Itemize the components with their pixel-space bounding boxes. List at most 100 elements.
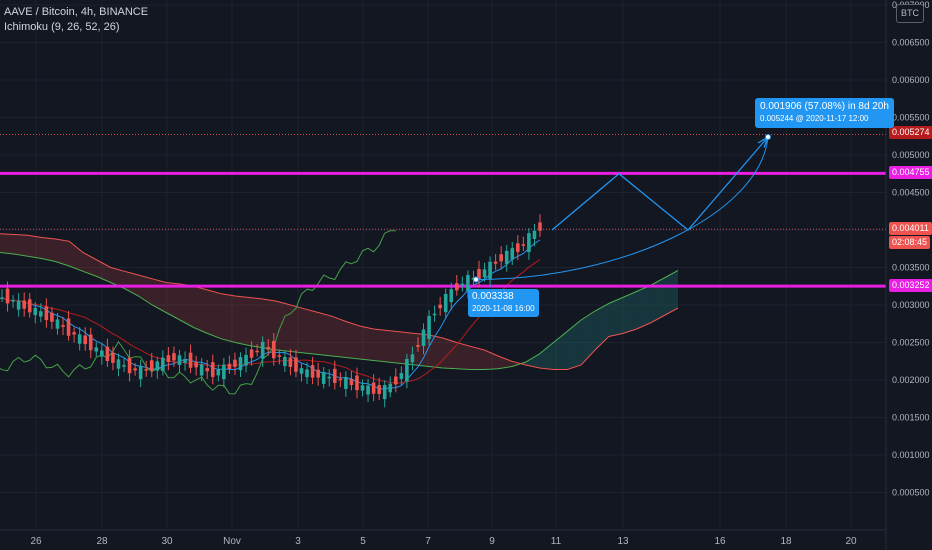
cloud-segment [276,301,291,352]
start-point-label[interactable]: 0.003338 2020-11-08 16:00 [468,289,539,317]
cloud-segment [27,235,42,259]
candle-body [432,313,437,316]
candle-body [72,332,76,335]
candle-body [83,335,87,345]
candle-body [532,230,537,239]
cloud-segment [96,260,111,283]
candle-body [39,311,43,317]
candle-body [399,373,404,379]
candle-body [233,359,237,367]
symbol-title[interactable]: AAVE / Bitcoin, 4h, BINANCE [4,6,149,18]
time-tick-label: 3 [295,536,301,547]
measure-start-point [473,276,479,283]
candle-body [88,334,93,351]
price-tick-label: 0.001500 [892,413,930,423]
candle-body [122,365,126,367]
cloud-segment [470,346,485,370]
price-tick-label: 0.002000 [892,375,930,385]
cloud-segment [373,329,388,362]
candle-body [283,356,287,367]
candle-body [538,222,542,231]
candle-body [499,254,503,262]
candle-body [493,261,498,264]
candle-body [144,369,149,371]
projection-drawings [473,134,771,283]
measure-label[interactable]: 0.001906 (57.08%) in 8d 20h 0.005244 @ 2… [755,98,894,128]
price-tag-5274: 0.005274 [889,126,932,139]
price-tick-label: 0.000500 [892,488,930,498]
candle-body [222,364,226,380]
cloud-segment [0,233,14,254]
time-tick-label: 28 [96,536,108,547]
price-tick-label: 0.005500 [892,113,930,123]
measure-target: 0.005244 @ 2020-11-17 12:00 [760,114,869,123]
time-tick-label: Nov [223,536,241,547]
cloud-segment [55,239,70,266]
time-tick-label: 11 [551,536,562,547]
start-point-value: 0.003338 [472,291,514,302]
time-tick-label: 13 [617,536,629,547]
cloud-segment [428,335,443,368]
time-tick-label: 7 [425,536,431,547]
candle-body [321,372,326,384]
candle-body [55,319,60,329]
candle-body [405,359,409,382]
candle-body [216,369,221,376]
candle-body [427,316,431,340]
countdown-tag: 02:08:45 [889,236,931,249]
candle-body [310,365,315,378]
candle-body [288,357,293,367]
candle-body [94,347,99,352]
candle-body [44,306,49,321]
candle-body [477,269,481,280]
cloud-segment [152,278,167,313]
candle-body [449,289,454,303]
candle-body [205,368,210,372]
cloud-segment [207,290,222,339]
cloud-segment [415,333,429,367]
candle-body [161,357,165,371]
candle-body [455,283,459,291]
cloud-segment [110,267,125,289]
candle-body [516,243,520,252]
candle-body [172,353,176,361]
start-point-date: 2020-11-08 16:00 [472,304,535,313]
candle-body [294,357,298,372]
candle-body [210,362,215,377]
projection-path [551,136,769,231]
candle-body [377,385,381,394]
horizontal-levels [0,134,886,288]
candle-body [183,359,187,363]
candle-body [111,352,115,363]
candle-body [371,382,376,394]
cloud-segment [594,303,609,350]
cloud-segment [664,270,678,316]
candle-body [443,293,448,313]
time-tick-label: 18 [780,536,792,547]
kijun-line [1,259,541,384]
cloud-segment [249,297,263,348]
cloud-segment [525,353,540,368]
cloud-segment [332,316,346,358]
candle-body [238,357,243,371]
candle-body [466,275,470,292]
cloud-segment [608,297,623,337]
candle-body [149,360,154,371]
time-axis: 26 28 30 Nov 3 5 7 9 11 13 16 18 20 [0,529,886,547]
price-tick-label: 0.005000 [892,150,930,160]
candle-body [22,300,26,309]
indicator-title[interactable]: Ichimoku (9, 26, 52, 26) [4,21,120,33]
candle-body [61,325,65,327]
cloud-segment [318,312,333,356]
currency-badge[interactable]: BTC [896,4,924,23]
candle-body [277,355,282,357]
cloud-segment [41,237,56,262]
price-tick-label: 0.006000 [892,75,930,85]
cloud-segment [581,311,595,365]
candle-body [527,233,531,253]
candle-body [388,383,393,393]
candle-body [100,350,104,357]
candle-body [5,288,10,304]
candle-body [66,318,71,336]
